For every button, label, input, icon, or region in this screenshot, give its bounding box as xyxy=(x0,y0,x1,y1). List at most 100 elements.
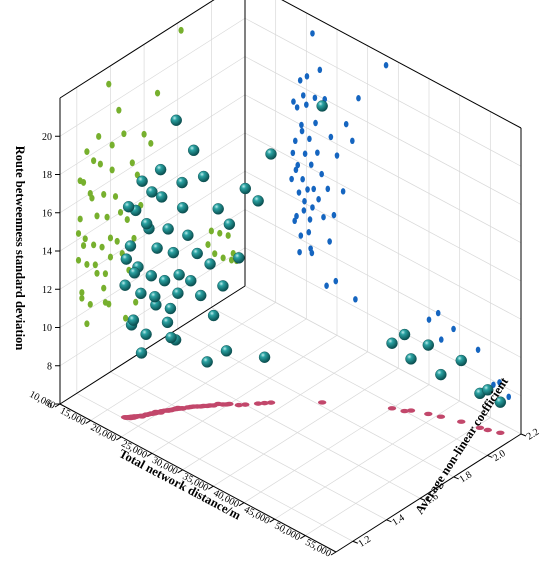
side-wall-projection-point xyxy=(75,256,82,264)
back-wall-projection-point xyxy=(350,137,355,145)
floor-projection-point xyxy=(317,400,327,405)
floor-grid-x xyxy=(305,417,491,536)
scatter-point xyxy=(170,114,182,126)
floor-projection-point xyxy=(209,403,218,408)
back-wall-projection-point xyxy=(307,216,313,223)
scatter-point xyxy=(158,274,171,287)
back-wall-projection-point xyxy=(302,150,308,157)
scatter-point xyxy=(145,270,157,282)
floor-projection-point xyxy=(137,413,146,419)
scatter-point xyxy=(140,217,153,230)
y-tick-mark xyxy=(386,519,392,523)
scatter-point xyxy=(127,314,140,326)
x-tick-mark xyxy=(208,485,214,490)
side-wall-projection-point xyxy=(129,159,135,167)
side-wall-projection-point xyxy=(84,320,90,328)
floor-projection-points xyxy=(120,400,505,435)
floor-grid-y xyxy=(110,371,387,521)
side-wall-projection-point xyxy=(77,177,83,185)
floor-projection-point xyxy=(222,402,231,407)
z-tick-label: 10 xyxy=(42,323,52,334)
side-wall-projection-point xyxy=(228,256,235,264)
back-wall-projection-point xyxy=(300,176,305,183)
back-wall-projection-point xyxy=(297,248,302,256)
floor-projection-point xyxy=(406,408,416,413)
scatter-point xyxy=(185,275,197,287)
floor-projection-point xyxy=(241,402,250,407)
back-wall-projection-point xyxy=(289,175,294,183)
back-wall-projection-point xyxy=(343,120,349,128)
back-grid-z xyxy=(281,0,522,129)
back-wall-projection-point xyxy=(324,282,329,289)
back-wall-projection-point xyxy=(304,73,310,80)
side-grid-z xyxy=(59,209,246,328)
back-wall-projection-point xyxy=(299,127,305,135)
back-wall-projection-point xyxy=(309,249,315,257)
z-tick-label: 20 xyxy=(42,132,52,143)
floor-projection-point xyxy=(189,404,198,409)
floor-projection-point xyxy=(457,419,466,424)
side-wall-projection-point xyxy=(225,232,231,239)
side-wall-projection-point xyxy=(77,215,83,223)
floor-projection-point xyxy=(172,406,181,412)
back-wall-projection-point xyxy=(321,213,326,221)
side-wall-projection-point xyxy=(82,235,88,243)
scatter-point xyxy=(155,191,168,203)
side-grid-z xyxy=(59,56,246,175)
floor-pane xyxy=(60,286,521,552)
back-wall-projection-point xyxy=(325,185,331,193)
z-axis-label: Route betweenness standard deviation xyxy=(13,146,27,351)
floor-projection-point xyxy=(483,427,492,433)
side-wall-projection-point xyxy=(79,289,85,296)
floor-projection-point xyxy=(400,408,409,414)
scatter-point xyxy=(207,309,220,322)
back-wall-projection-point xyxy=(308,161,314,168)
back-grid-z xyxy=(244,56,522,205)
side-wall-projection-point xyxy=(107,234,114,242)
scatter-point xyxy=(197,170,210,183)
back-wall-projection-points xyxy=(289,30,512,401)
side-wall-projection-point xyxy=(102,270,109,278)
x-tick-mark xyxy=(116,436,122,441)
x-tick-mark xyxy=(330,551,337,556)
scatter-point xyxy=(191,247,203,260)
floor-projection-point xyxy=(424,411,433,417)
scatter-point xyxy=(154,163,167,176)
side-wall-projection-point xyxy=(101,284,107,292)
y-tick-mark xyxy=(352,540,359,544)
floor-grid-x xyxy=(274,400,460,520)
back-top-edge xyxy=(281,0,522,129)
y-tick-mark xyxy=(419,497,426,501)
back-wall-projection-point xyxy=(316,196,321,203)
y-axis-line xyxy=(335,433,522,553)
scatter-point xyxy=(136,175,148,187)
back-wall-projection-point xyxy=(435,309,441,317)
back-wall-projection-point xyxy=(475,346,481,353)
back-grid-z xyxy=(244,247,522,397)
floor-back-edge xyxy=(59,285,246,405)
side-wall-projection-point xyxy=(205,241,211,248)
scatter-point xyxy=(128,267,141,279)
side-wall-projection-point xyxy=(116,106,122,114)
scatter-point xyxy=(172,287,184,299)
back-wall-projection-point xyxy=(300,92,306,99)
floor-projection-point xyxy=(266,400,276,405)
back-wall-projection-point xyxy=(334,152,340,159)
scatter-point xyxy=(165,331,177,344)
side-wall-projection-point xyxy=(212,250,218,258)
floor-projection-point xyxy=(260,400,269,406)
scatter-point xyxy=(146,186,158,198)
back-wall-projection-point xyxy=(292,137,298,145)
floor-grid-x xyxy=(151,335,338,454)
y-tick-label: 2.2 xyxy=(525,427,541,443)
side-wall-projection-point xyxy=(220,254,226,262)
scatter-point xyxy=(405,353,417,365)
z-tick-label: 8 xyxy=(47,361,52,372)
x-tick-mark xyxy=(146,452,153,457)
side-wall-projection-point xyxy=(117,208,124,216)
back-wall-projection-point xyxy=(307,135,312,143)
side-wall-projection-point xyxy=(217,229,223,237)
y-tick-mark xyxy=(487,454,493,458)
x-tick-mark xyxy=(85,420,91,424)
back-wall-projection-point xyxy=(310,30,315,37)
